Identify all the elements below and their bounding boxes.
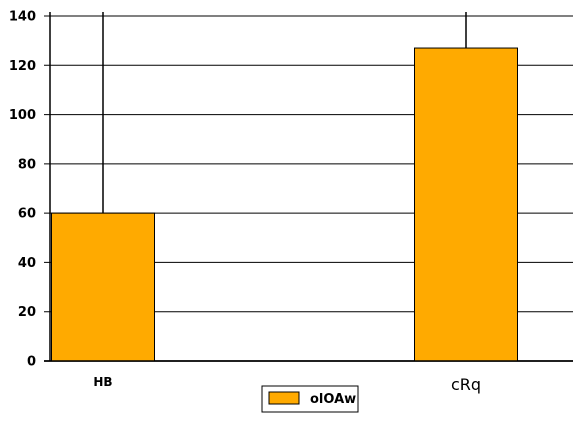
- y-tick-label: 40: [18, 256, 36, 271]
- y-tick-label: 80: [18, 157, 36, 172]
- y-tick-label: 0: [27, 355, 36, 370]
- legend-label: olOAw: [310, 392, 356, 407]
- legend: olOAw: [261, 385, 359, 413]
- x-category-labels: HB cRq: [93, 375, 481, 394]
- legend-swatch: [268, 391, 300, 405]
- bars: [51, 47, 518, 362]
- y-tick-label: 140: [9, 10, 36, 25]
- y-tick-label: 100: [9, 108, 36, 123]
- y-tick-label: 20: [18, 305, 36, 320]
- y-tick-labels: 0 20 40 60 80 100 120 140: [9, 10, 36, 370]
- bar-hb: [51, 212, 155, 362]
- axes: [44, 12, 573, 362]
- x-category-label: cRq: [451, 375, 481, 394]
- y-tick-label: 60: [18, 207, 36, 222]
- x-category-label: HB: [93, 375, 112, 389]
- bar-crq: [414, 47, 518, 362]
- y-tick-label: 120: [9, 59, 36, 74]
